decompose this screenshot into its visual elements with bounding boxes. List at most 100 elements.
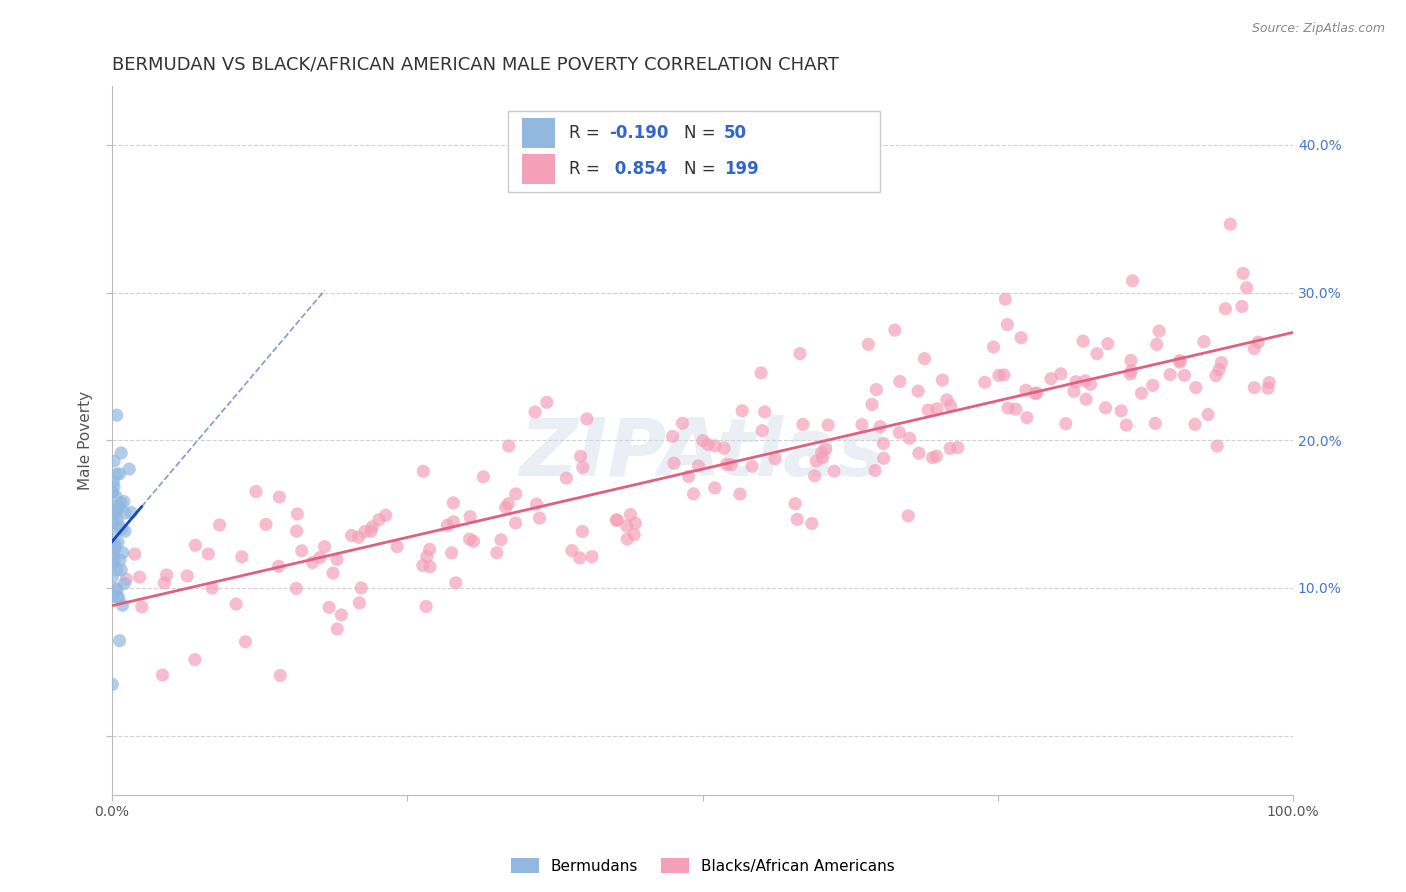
Point [662, 456, 685, 470]
Point [291, 543, 314, 558]
Point [326, 552, 349, 566]
Point [489, 533, 512, 547]
Point [463, 534, 485, 549]
Point [495, 500, 517, 515]
Point [441, 496, 464, 510]
Point [1205, 368, 1227, 383]
Point [105, 582, 128, 597]
Point [883, 323, 905, 337]
Point [939, 442, 962, 456]
Point [105, 590, 128, 604]
Point [619, 508, 641, 522]
Point [1054, 417, 1077, 431]
Point [1247, 335, 1270, 350]
Point [103, 475, 125, 489]
Point [987, 368, 1010, 383]
Point [101, 515, 124, 529]
Point [860, 397, 883, 411]
Point [498, 497, 520, 511]
Point [1074, 392, 1097, 407]
Point [1168, 355, 1191, 369]
Point [103, 480, 125, 494]
Point [858, 337, 880, 351]
Point [349, 596, 371, 610]
Point [1185, 381, 1208, 395]
Point [529, 511, 551, 525]
Point [1080, 377, 1102, 392]
Point [907, 384, 929, 398]
Point [1146, 337, 1168, 351]
Point [108, 553, 131, 567]
Point [1005, 402, 1028, 417]
Point [103, 454, 125, 468]
Point [340, 528, 363, 542]
Point [254, 517, 277, 532]
Point [1109, 404, 1132, 418]
Point [682, 487, 704, 501]
Point [354, 524, 377, 539]
Point [713, 441, 735, 455]
Point [751, 424, 773, 438]
Point [419, 542, 441, 557]
Point [1119, 367, 1142, 381]
Point [360, 524, 382, 539]
Point [131, 599, 153, 614]
Point [101, 485, 124, 500]
Point [111, 599, 134, 613]
Y-axis label: Male Poverty: Male Poverty [79, 391, 93, 490]
Point [914, 351, 936, 366]
Point [921, 450, 943, 465]
Point [108, 467, 131, 481]
Point [267, 559, 290, 574]
Point [623, 527, 645, 541]
Point [1074, 374, 1097, 388]
Point [101, 570, 124, 584]
Point [1040, 372, 1063, 386]
Point [935, 392, 957, 407]
Point [931, 373, 953, 387]
Point [152, 668, 174, 682]
Point [415, 599, 437, 614]
Point [789, 346, 811, 360]
Point [184, 652, 207, 666]
Point [1071, 334, 1094, 348]
Point [728, 487, 751, 501]
Point [526, 497, 548, 511]
Point [285, 582, 308, 596]
Point [897, 508, 920, 523]
Point [786, 512, 808, 526]
Point [103, 505, 125, 519]
Point [703, 481, 725, 495]
Point [1232, 267, 1254, 281]
Point [581, 549, 603, 564]
Point [575, 412, 598, 426]
Point [105, 582, 128, 596]
Point [616, 532, 638, 546]
Point [973, 376, 995, 390]
Text: ZIPAtlas: ZIPAtlas [519, 416, 886, 493]
Text: R =: R = [569, 160, 605, 178]
Point [688, 458, 710, 473]
Point [245, 484, 267, 499]
Point [1094, 401, 1116, 415]
Point [103, 540, 125, 554]
Point [1206, 439, 1229, 453]
Point [763, 451, 786, 466]
Point [994, 292, 1017, 306]
Point [1064, 375, 1087, 389]
Point [101, 557, 124, 571]
Point [153, 576, 176, 591]
Point [993, 368, 1015, 382]
Point [810, 445, 832, 459]
Point [524, 405, 547, 419]
Point [889, 375, 911, 389]
Point [873, 451, 896, 466]
Point [103, 554, 125, 568]
Point [731, 404, 754, 418]
Point [704, 439, 727, 453]
Point [1015, 410, 1038, 425]
Point [792, 417, 814, 432]
Point [1130, 386, 1153, 401]
Point [571, 524, 593, 539]
Point [104, 541, 127, 556]
